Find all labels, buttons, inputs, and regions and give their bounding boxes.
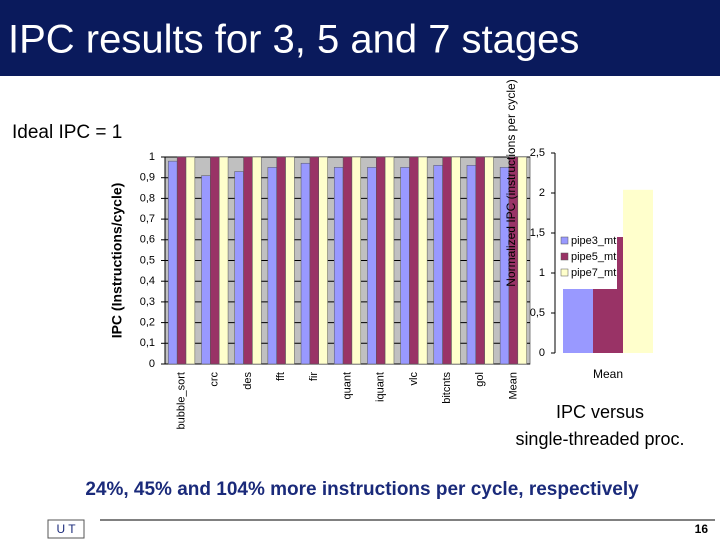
bar <box>384 156 395 365</box>
legend-swatch <box>560 236 569 245</box>
bar <box>300 162 311 365</box>
bar <box>451 156 461 365</box>
y-tick-label: 0,6 <box>140 234 155 246</box>
y-tick-label: 0 <box>539 347 545 359</box>
y-axis-label: Normalized IPC (instructions per cycle) <box>504 79 518 286</box>
slide-title: IPC results for 3, 5 and 7 stages <box>8 18 579 62</box>
bar <box>433 165 443 365</box>
caption: single-threaded proc. <box>515 429 684 449</box>
logo-box <box>47 519 85 539</box>
y-tick-label: 0,5 <box>140 254 155 266</box>
bar <box>267 167 277 365</box>
legend-label: pipe5_mt <box>571 251 616 263</box>
legend-swatch <box>560 268 569 277</box>
x-tick-label: quant <box>341 372 353 400</box>
bar <box>168 160 178 365</box>
y-tick-label: 1 <box>539 267 545 279</box>
bar <box>376 156 386 365</box>
legend-label: pipe3_mt <box>571 235 616 247</box>
bar <box>351 156 362 365</box>
y-tick-label: 0,3 <box>140 296 155 308</box>
bar <box>243 156 253 365</box>
y-tick-label: 0,4 <box>140 275 155 287</box>
y-tick-label: 2 <box>539 187 545 199</box>
bar <box>285 156 295 365</box>
bar <box>309 156 319 365</box>
y-tick-label: 0,1 <box>140 337 155 349</box>
y-tick-label: 0 <box>149 358 155 370</box>
bar <box>218 156 229 365</box>
y-axis-label: IPC (Instructions/cycle) <box>109 183 125 339</box>
x-tick-label: bitcnts <box>441 372 453 404</box>
y-tick-label: 0,7 <box>140 213 155 225</box>
x-tick-label: iquant <box>375 372 387 402</box>
y-tick-label: 1 <box>149 151 155 163</box>
legend-swatch <box>560 252 569 261</box>
y-tick-label: 0,9 <box>140 172 155 184</box>
x-tick-label: Mean <box>507 372 519 400</box>
bar <box>400 167 410 365</box>
bar <box>409 156 419 365</box>
legend-label: pipe7_mt <box>571 267 616 279</box>
bar <box>484 156 494 365</box>
page-number: 16 <box>695 522 709 536</box>
y-tick-label: 0,5 <box>530 307 545 319</box>
bar <box>442 156 452 365</box>
bar <box>333 167 344 365</box>
bar <box>210 156 220 365</box>
bar <box>367 167 377 365</box>
y-tick-label: 0,8 <box>140 192 155 204</box>
bar <box>176 156 187 365</box>
caption: IPC versus <box>556 402 644 422</box>
x-tick-label: gol <box>474 372 486 387</box>
bar <box>475 156 485 365</box>
bar <box>623 189 653 353</box>
x-tick-label: fir <box>308 372 320 382</box>
y-tick-label: 2,5 <box>530 147 545 159</box>
y-tick-label: 1,5 <box>530 227 545 239</box>
x-tick-label: vlc <box>408 372 420 386</box>
x-tick-label: fft <box>275 372 287 381</box>
conclusion: 24%, 45% and 104% more instructions per … <box>85 479 639 500</box>
bar <box>342 156 353 365</box>
x-tick-label: des <box>242 372 254 390</box>
bar <box>276 156 286 365</box>
logo: U T <box>56 522 76 536</box>
note: Ideal IPC = 1 <box>12 122 122 143</box>
x-tick-label: Mean <box>593 367 623 381</box>
bar <box>318 156 328 365</box>
bar <box>185 156 196 365</box>
x-tick-label: crc <box>209 372 221 387</box>
bar <box>517 156 527 365</box>
bar <box>418 156 428 365</box>
bar <box>201 175 211 365</box>
y-tick-label: 0,2 <box>140 317 155 329</box>
bar <box>234 171 244 365</box>
bar <box>252 156 262 365</box>
bar <box>466 165 477 365</box>
x-tick-label: bubble_sort <box>175 372 187 430</box>
title-bar <box>0 0 720 76</box>
